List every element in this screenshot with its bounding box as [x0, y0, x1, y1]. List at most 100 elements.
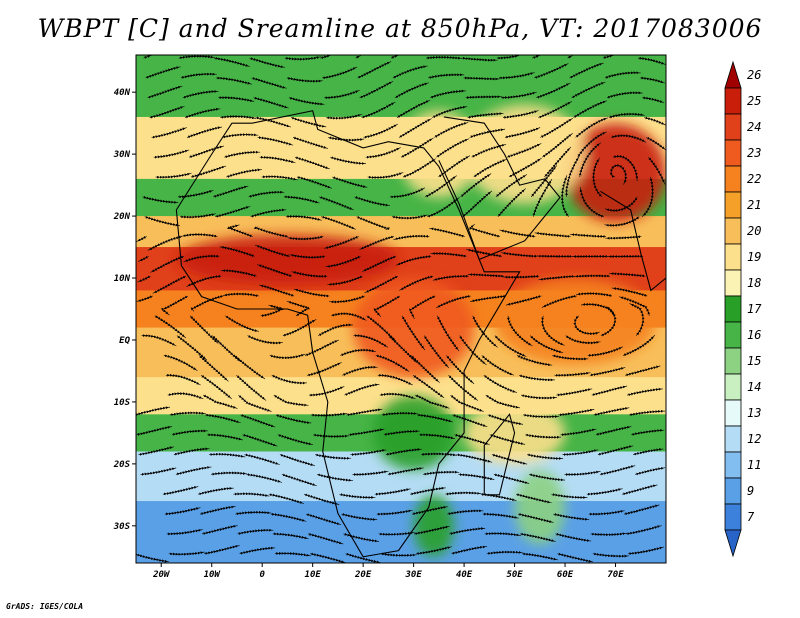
streamline: [387, 467, 424, 476]
streamline: [608, 112, 645, 119]
streamline: [391, 214, 428, 220]
madagascar-coastline: [483, 413, 516, 496]
streamline: [328, 136, 365, 142]
streamline: [355, 55, 361, 59]
streamline: [379, 392, 416, 400]
streamline: [216, 76, 252, 85]
streamline: [622, 334, 656, 357]
streamline: [571, 81, 606, 99]
colorbar-label: 9: [747, 484, 754, 498]
colorbar-label: 11: [747, 458, 761, 472]
streamline: [573, 100, 608, 118]
streamline: [458, 473, 495, 481]
streamline: [423, 470, 460, 476]
streamline: [315, 453, 352, 460]
streamline: [591, 385, 628, 397]
streamline: [427, 197, 460, 218]
streamline: [175, 466, 212, 476]
colorbar-bottom-arrow: [724, 529, 742, 558]
streamline: [592, 552, 629, 558]
colorbar-swatch: [724, 451, 742, 479]
streamline: [496, 55, 520, 60]
streamline: [409, 295, 436, 319]
streamline: [136, 426, 173, 436]
streamline: [154, 315, 187, 339]
streamline: [551, 493, 588, 499]
streamline: [151, 127, 187, 139]
lon-tick-label: 20W: [152, 570, 171, 580]
streamline: [648, 156, 666, 185]
streamline: [626, 525, 662, 536]
streamline: [506, 315, 533, 347]
streamline: [491, 453, 528, 465]
shade-blob: [353, 278, 475, 378]
streamline: [311, 412, 348, 417]
streamline: [554, 371, 591, 377]
streamline: [638, 56, 666, 65]
colorbar-label: 14: [747, 380, 761, 394]
streamline: [213, 185, 249, 198]
streamline: [356, 215, 390, 231]
streamline: [253, 96, 289, 109]
streamline: [485, 394, 521, 409]
lat-tick-label: 10N: [114, 274, 131, 284]
streamline: [410, 486, 446, 496]
streamline: [286, 76, 323, 83]
streamline: [254, 244, 291, 258]
streamline: [329, 295, 365, 304]
streamline: [398, 118, 432, 138]
streamline: [149, 105, 185, 119]
streamline: [332, 176, 368, 188]
streamline: [633, 448, 664, 456]
streamline: [629, 409, 666, 417]
streamline: [233, 492, 270, 497]
colorbar-label: 7: [747, 510, 755, 524]
colorbar-swatch: [724, 321, 742, 349]
coastlines: [175, 110, 666, 558]
streamline: [322, 66, 358, 80]
streamline: [501, 251, 538, 258]
streamline: [466, 248, 503, 258]
streamline: [412, 505, 448, 516]
lat-tick-label: EQ: [119, 336, 130, 346]
streamline: [419, 433, 456, 440]
streamline: [604, 71, 641, 79]
streamline: [144, 215, 180, 227]
streamline: [390, 55, 400, 59]
streamline: [532, 55, 541, 59]
lon-tick-label: 50E: [506, 570, 523, 580]
streamline: [378, 531, 415, 536]
streamline: [604, 216, 640, 227]
streamline: [222, 292, 259, 298]
streamlines: [136, 55, 666, 563]
streamline: [567, 55, 573, 59]
streamline: [394, 82, 429, 99]
streamline: [631, 428, 665, 436]
streamline: [244, 453, 280, 465]
streamline: [396, 99, 431, 119]
streamline: [392, 65, 428, 79]
streamline: [416, 546, 452, 555]
streamline: [141, 334, 177, 347]
streamline: [495, 174, 528, 198]
longitude-axis: 20W 10W 0 10E 20E 30E 40E 50E 60E 70E: [152, 563, 624, 580]
colorbar-swatch: [724, 165, 742, 193]
streamline: [484, 532, 521, 537]
streamline: [504, 127, 541, 139]
streamline: [248, 190, 285, 198]
colorbar-label: 15: [747, 354, 761, 368]
streamline: [503, 274, 540, 279]
streamline: [569, 233, 606, 238]
streamline: [168, 551, 205, 556]
streamline: [181, 233, 218, 238]
streamline: [373, 295, 401, 318]
streamline: [452, 414, 488, 428]
streamline: [573, 274, 611, 278]
lon-tick-label: 70E: [607, 570, 624, 580]
streamline: [525, 433, 562, 439]
streamline: [363, 123, 399, 139]
streamline: [429, 227, 465, 238]
arabia-coastline: [438, 116, 561, 261]
streamline: [219, 246, 255, 258]
